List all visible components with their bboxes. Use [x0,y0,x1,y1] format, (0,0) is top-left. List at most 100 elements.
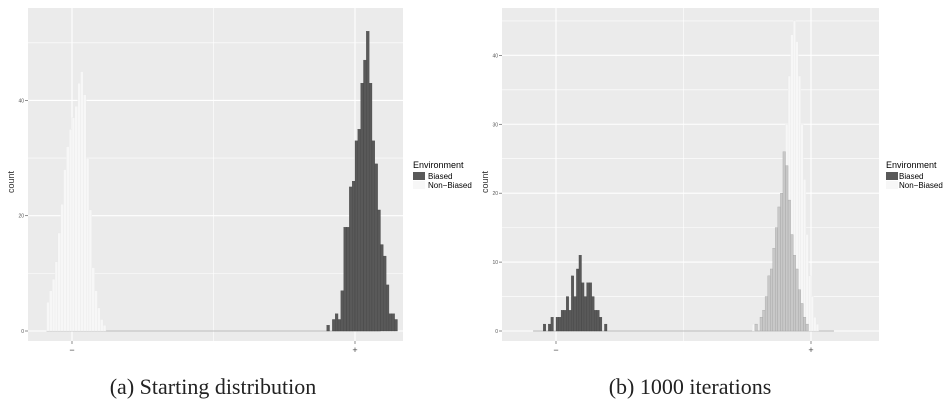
chart-b-bar-2-0 [754,323,758,332]
chart-a-bar-1-12 [77,83,81,332]
chart-b-bar-0-8 [563,310,567,332]
chart-a-caption: (a) Starting distribution [110,374,317,399]
chart-a-bar-1-3 [52,278,56,332]
chart-a-bar-0-22 [388,313,392,332]
chart-b-y-axis-label: count [480,170,490,193]
chart-a-bar-1-16 [88,209,92,332]
chart-b-bar-1-24 [813,317,817,332]
chart-a-bar-1-4 [54,261,59,332]
chart-b-bar-0-16 [583,296,587,332]
chart-b-bar-1-25 [815,323,819,332]
chart-b-ytick-label-0: 0 [495,329,498,335]
chart-a-legend-swatch-non-biased [413,181,425,189]
chart-a-bar-0-8 [349,186,353,332]
chart-a-bar-1-9 [69,129,73,332]
chart-a-bar-1-21 [102,325,107,332]
chart-b-bar-2-5 [767,275,771,332]
chart-b-ytick-label-3: 30 [492,122,498,128]
chart-a-bar-0-4 [337,319,341,332]
chart-b: 0 10 20 30 40 − + count Environment Biased Non… [480,8,943,399]
chart-b-bar-0-24 [604,323,608,332]
chart-a-bar-0-17 [374,163,378,332]
chart-a-bar-0-0 [326,325,330,332]
chart-a-bar-0-18 [377,209,381,332]
chart-b-bar-2-14 [790,234,794,332]
chart-a-legend-label-non-biased: Non−Biased [428,181,472,190]
chart-a-bar-1-14 [83,94,87,332]
chart-b-bar-1-21 [805,234,809,332]
chart-b-bar-1-23 [810,296,814,332]
chart-b-ytick-label-1: 10 [492,260,498,266]
chart-a-bar-0-16 [371,140,375,332]
chart-b-bar-2-11 [782,151,786,332]
chart-a-xtick-label-1: + [352,345,357,355]
chart-a-bar-0-24 [394,319,398,332]
chart-b-bar-2-16 [795,268,799,332]
chart-b-bar-2-8 [775,227,778,332]
chart-a-bar-1-20 [100,319,104,332]
chart-b-bar-2-6 [770,268,773,332]
chart-a-bar-0-20 [383,255,387,332]
chart-b-bar-0-15 [581,282,585,332]
chart-b-bar-2-20 [805,323,809,332]
chart-a-bar-0-7 [346,227,350,332]
chart-a-bar-0-2 [332,319,336,332]
chart-b-bar-0-2 [548,323,552,332]
chart-b-caption: (b) 1000 iterations [609,374,772,399]
chart-b-bar-0-12 [573,296,577,332]
chart-b-legend-swatch-non-biased [886,181,898,189]
chart-b-bar-0-20 [594,310,597,332]
chart-b-bar-0-13 [576,268,580,332]
chart-a-bar-1-19 [97,307,101,332]
chart-b-bar-2-10 [780,193,784,332]
chart-a-bar-0-14 [366,31,370,332]
chart-b-bar-2-12 [785,165,789,332]
chart-b-bar-2-9 [777,206,781,332]
chart-a-y-axis-label: count [6,170,16,193]
chart-b-bar-1-20 [803,179,807,332]
chart-b-legend: Environment Biased Non−Biased [886,160,943,190]
chart-a-xtick-label-0: − [69,345,74,355]
chart-a-bar-0-21 [385,284,390,332]
chart-a-bar-0-15 [368,83,373,332]
chart-b-xtick-label-0: − [553,345,558,355]
chart-a-legend-swatch-biased [413,172,425,180]
chart-b-bar-0-10 [568,310,572,332]
chart-b-bar-0-6 [558,317,562,332]
chart-a-bar-1-10 [71,117,75,332]
chart-b-bar-0-0 [543,323,546,332]
chart-b-bar-2-7 [772,248,776,332]
chart-a-bar-1-1 [46,302,50,332]
chart-a-bar-1-7 [63,169,67,332]
chart-a-bar-0-9 [352,180,356,332]
chart-b-bar-1-22 [808,275,812,332]
chart-a-bar-0-6 [343,227,347,332]
chart-a-legend-label-biased: Biased [428,172,452,181]
chart-b-legend-swatch-biased [886,172,898,180]
chart-a-bar-1-8 [66,146,70,332]
chart-b-xtick-label-1: + [808,345,813,355]
chart-b-legend-title: Environment [886,160,937,170]
chart-a-legend-title: Environment [413,160,464,170]
chart-b-plot-background [502,8,879,341]
chart-b-bar-0-3 [550,317,554,332]
chart-a-bar-0-12 [360,83,364,332]
chart-b-axes: 0 10 20 30 40 − + [492,53,813,355]
chart-b-bar-0-5 [555,317,559,332]
chart-a-bars [46,31,398,332]
chart-a-bar-1-13 [80,71,84,332]
chart-a-bar-0-5 [340,290,344,332]
chart-b-bar-2-15 [793,255,796,332]
chart-b-bar-2-4 [764,296,768,332]
chart-b-bar-2-2 [759,317,763,332]
chart-b-bar-0-14 [578,255,582,332]
chart-b-bar-2-17 [798,289,801,332]
chart-b-bar-0-21 [596,310,600,332]
chart-a-legend: Environment Biased Non−Biased [413,160,472,190]
chart-a-bar-1-2 [49,290,53,332]
chart-b-ytick-label-4: 40 [492,53,498,59]
chart-b-bar-2-19 [803,317,807,332]
chart-b-bar-0-9 [566,296,569,332]
chart-a-bar-0-23 [391,313,395,332]
